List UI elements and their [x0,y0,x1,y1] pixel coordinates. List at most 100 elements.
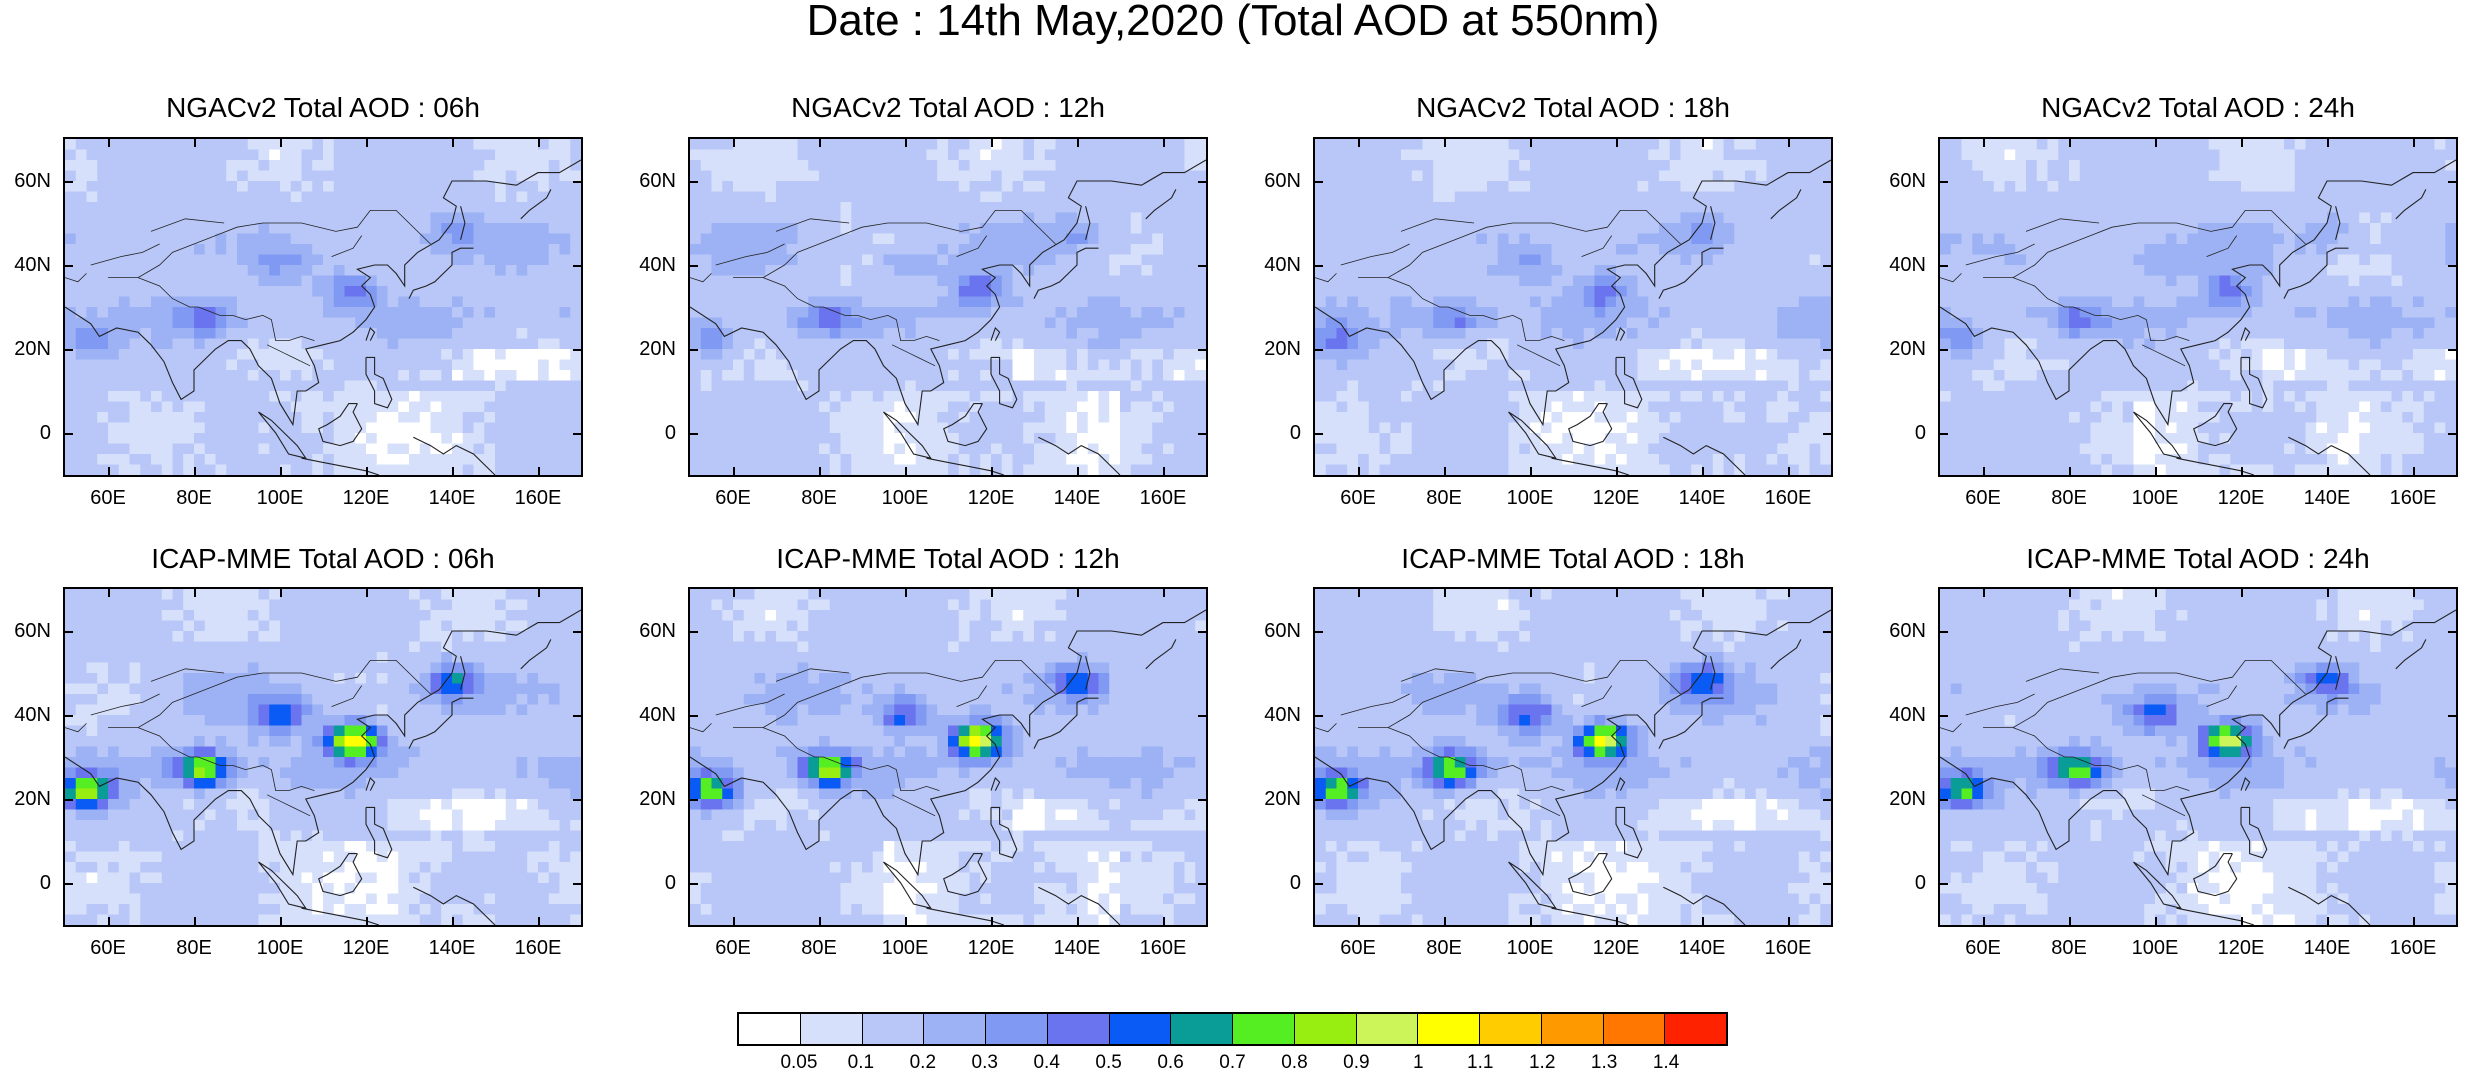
lat-tick-mark [573,265,581,267]
lat-tick-label: 60N [1,170,51,192]
lon-tick-label: 120E [2211,487,2271,509]
lat-tick-mark [1823,265,1831,267]
colorbar-box [863,1014,925,1044]
lat-tick-mark [1198,265,1206,267]
lon-tick-label: 80E [164,487,224,509]
lon-tick-label: 160E [1758,937,1818,959]
lat-tick-mark [2448,631,2456,633]
lat-tick-label: 0 [626,872,676,894]
lon-tick-mark [194,917,196,925]
lat-tick-mark [573,799,581,801]
lon-tick-mark [2327,917,2329,925]
aod-field [1315,589,1831,925]
lon-tick-label: 140E [2297,487,2357,509]
lon-tick-label: 140E [1672,937,1732,959]
panel-title: NGACv2 Total AOD : 12h [688,92,1208,124]
lon-tick-mark [1358,139,1360,147]
aod-map-panel [63,587,583,927]
panel-title: NGACv2 Total AOD : 06h [63,92,583,124]
lat-tick-label: 0 [1876,422,1926,444]
panel-title: ICAP-MME Total AOD : 24h [1938,543,2458,575]
lon-tick-mark [905,589,907,597]
lon-tick-mark [1530,589,1532,597]
panel-title: ICAP-MME Total AOD : 18h [1313,543,1833,575]
colorbar-box [924,1014,986,1044]
lon-tick-mark [1358,467,1360,475]
lon-tick-mark [366,917,368,925]
lat-tick-mark [1315,181,1323,183]
lat-tick-mark [690,799,698,801]
lat-tick-label: 40N [626,704,676,726]
figure-title: Date : 14th May,2020 (Total AOD at 550nm… [0,0,2466,50]
lon-tick-mark [108,589,110,597]
lon-tick-mark [366,139,368,147]
lon-tick-label: 140E [2297,937,2357,959]
lon-tick-label: 160E [508,487,568,509]
lon-tick-label: 80E [789,487,849,509]
lon-tick-mark [108,917,110,925]
colorbar-box [1418,1014,1480,1044]
lon-tick-mark [2413,589,2415,597]
panel-title: ICAP-MME Total AOD : 12h [688,543,1208,575]
lon-tick-label: 140E [1672,487,1732,509]
lon-tick-mark [1530,139,1532,147]
lon-tick-mark [452,467,454,475]
lat-tick-label: 20N [1876,788,1926,810]
lon-tick-mark [1163,467,1165,475]
colorbar-box [1357,1014,1419,1044]
lon-tick-label: 80E [2039,937,2099,959]
lon-tick-label: 140E [1047,937,1107,959]
lat-tick-mark [1315,631,1323,633]
lon-tick-mark [2241,589,2243,597]
lon-tick-mark [2155,467,2157,475]
lon-tick-label: 60E [78,487,138,509]
lon-tick-mark [1702,139,1704,147]
lat-tick-label: 40N [626,254,676,276]
lon-tick-label: 80E [164,937,224,959]
lon-tick-label: 60E [1953,487,2013,509]
lon-tick-label: 140E [422,487,482,509]
lon-tick-mark [905,139,907,147]
lon-tick-mark [1444,589,1446,597]
lat-tick-mark [573,715,581,717]
lon-tick-mark [108,467,110,475]
lon-tick-mark [538,467,540,475]
lon-tick-mark [2155,139,2157,147]
lon-tick-mark [1077,139,1079,147]
lon-tick-label: 120E [336,937,396,959]
aod-field [65,139,581,475]
lon-tick-mark [1358,589,1360,597]
lon-tick-mark [538,139,540,147]
lon-tick-mark [452,917,454,925]
lat-tick-mark [1823,181,1831,183]
lon-tick-mark [538,917,540,925]
colorbar-box [1110,1014,1172,1044]
lon-tick-mark [1983,589,1985,597]
lon-tick-label: 80E [1414,487,1474,509]
lon-tick-mark [1788,467,1790,475]
lon-tick-mark [1616,917,1618,925]
lat-tick-label: 0 [1876,872,1926,894]
lat-tick-label: 60N [1251,170,1301,192]
lat-tick-mark [65,433,73,435]
lat-tick-mark [1940,883,1948,885]
lat-tick-label: 40N [1,704,51,726]
lon-tick-mark [819,589,821,597]
lat-tick-mark [1940,349,1948,351]
lon-tick-mark [1444,467,1446,475]
lon-tick-mark [1077,467,1079,475]
aod-map-panel [1313,587,1833,927]
lat-tick-label: 20N [1,788,51,810]
lon-tick-label: 120E [1586,937,1646,959]
lat-tick-mark [1940,631,1948,633]
colorbar-box [1048,1014,1110,1044]
lon-tick-mark [366,589,368,597]
aod-map-panel [1938,137,2458,477]
lon-tick-mark [1702,917,1704,925]
colorbar-box [1604,1014,1666,1044]
lat-tick-mark [65,349,73,351]
lat-tick-mark [1198,181,1206,183]
lat-tick-mark [1198,631,1206,633]
lat-tick-mark [690,715,698,717]
colorbar [737,1012,1728,1046]
